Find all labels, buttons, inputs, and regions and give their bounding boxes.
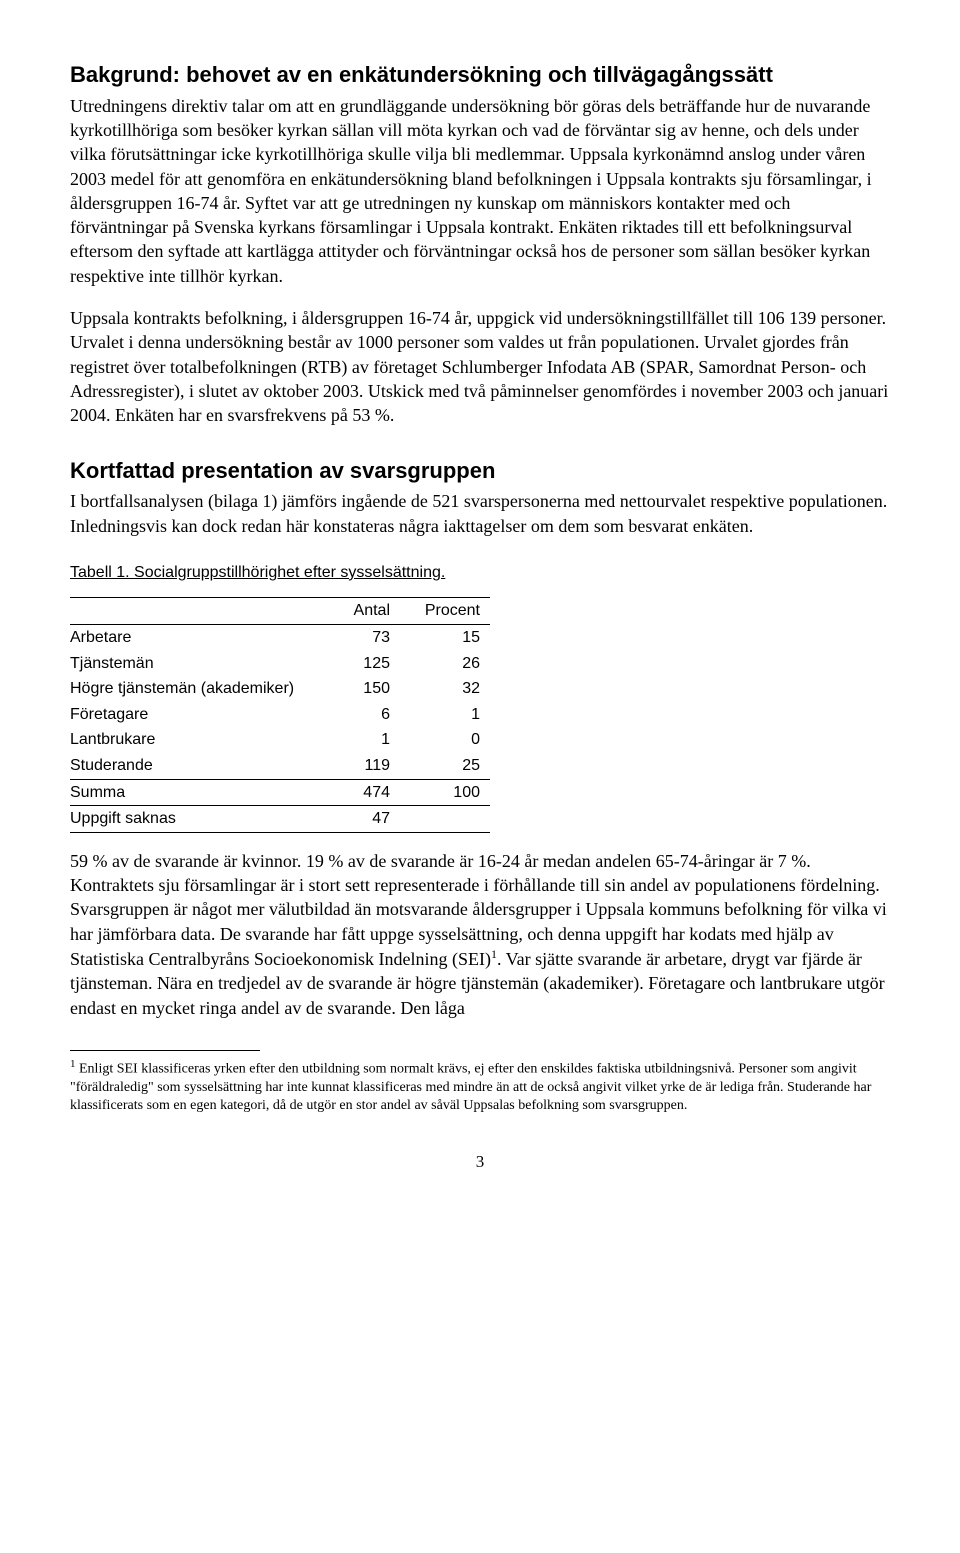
table-row: Studerande 119 25 (70, 753, 490, 779)
cell: Arbetare (70, 625, 330, 651)
footnote-separator (70, 1050, 260, 1051)
cell: 125 (330, 651, 400, 677)
cell: 15 (400, 625, 490, 651)
cell: 119 (330, 753, 400, 779)
cell: 32 (400, 676, 490, 702)
table1-h0 (70, 598, 330, 625)
cell: Högre tjänstemän (akademiker) (70, 676, 330, 702)
cell: Studerande (70, 753, 330, 779)
table1: Antal Procent Arbetare 73 15 Tjänstemän … (70, 597, 490, 832)
cell: 0 (400, 727, 490, 753)
table-row-missing: Uppgift saknas 47 (70, 806, 490, 833)
cell: Summa (70, 779, 330, 806)
footnote-1: 1 Enligt SEI klassificeras yrken efter d… (70, 1057, 890, 1115)
footnote-text: Enligt SEI klassificeras yrken efter den… (70, 1062, 871, 1113)
section2-title: Kortfattad presentation av svarsgruppen (70, 456, 890, 486)
cell: 1 (330, 727, 400, 753)
table1-h1: Antal (330, 598, 400, 625)
cell: Företagare (70, 702, 330, 728)
cell: 150 (330, 676, 400, 702)
cell: 73 (330, 625, 400, 651)
table-row-summa: Summa 474 100 (70, 779, 490, 806)
cell: 6 (330, 702, 400, 728)
cell: Lantbrukare (70, 727, 330, 753)
cell: 26 (400, 651, 490, 677)
table1-h2: Procent (400, 598, 490, 625)
section1-para1: Utredningens direktiv talar om att en gr… (70, 94, 890, 288)
table-row: Högre tjänstemän (akademiker) 150 32 (70, 676, 490, 702)
table1-header-row: Antal Procent (70, 598, 490, 625)
table1-caption: Tabell 1. Socialgruppstillhörighet efter… (70, 562, 890, 584)
cell: 474 (330, 779, 400, 806)
cell: 100 (400, 779, 490, 806)
table-row: Arbetare 73 15 (70, 625, 490, 651)
cell: 47 (330, 806, 400, 833)
cell: Uppgift saknas (70, 806, 330, 833)
table-row: Företagare 6 1 (70, 702, 490, 728)
table-row: Tjänstemän 125 26 (70, 651, 490, 677)
cell: 25 (400, 753, 490, 779)
cell: 1 (400, 702, 490, 728)
para-after-table: 59 % av de svarande är kvinnor. 19 % av … (70, 849, 890, 1020)
cell (400, 806, 490, 833)
page-number: 3 (70, 1151, 890, 1174)
section1-para2: Uppsala kontrakts befolkning, i åldersgr… (70, 306, 890, 427)
section2-para1: I bortfallsanalysen (bilaga 1) jämförs i… (70, 489, 890, 538)
cell: Tjänstemän (70, 651, 330, 677)
table-row: Lantbrukare 1 0 (70, 727, 490, 753)
section1-title: Bakgrund: behovet av en enkätundersöknin… (70, 60, 890, 90)
